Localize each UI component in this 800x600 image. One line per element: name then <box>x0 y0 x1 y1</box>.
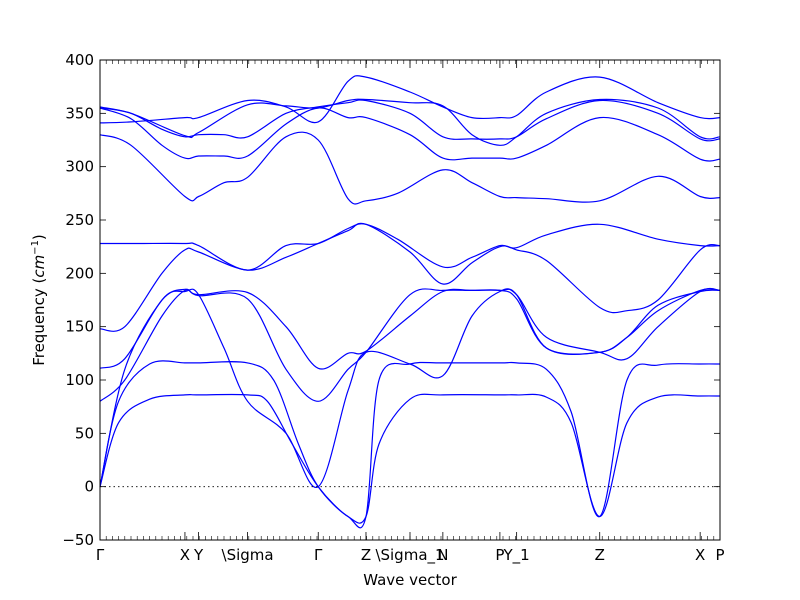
band-line-8 <box>99 131 721 205</box>
band-lines <box>99 75 721 529</box>
x-tick-label: \Sigma_1 <box>375 546 444 565</box>
y-tick-label: 150 <box>65 318 94 336</box>
x-tick-label: X <box>180 546 190 564</box>
plot-frame <box>99 59 721 541</box>
y-axis-label-unit-exponent: −1 <box>30 240 41 255</box>
y-tick-label: 50 <box>75 424 94 442</box>
y-tick-label: 400 <box>65 51 94 69</box>
x-tick-label: X <box>695 546 705 564</box>
y-tick-label: −50 <box>62 531 94 549</box>
x-axis-label: Wave vector <box>363 571 457 589</box>
x-tick-label: Γ <box>314 546 323 564</box>
x-tick-label: Y <box>193 546 204 564</box>
y-tick-label: 100 <box>65 371 94 389</box>
x-tick-label: N <box>437 546 448 564</box>
band-line-9 <box>99 107 721 162</box>
x-axis: Γ X Y \Sigma Γ Z \Sigma_1N P Y_1 Z X P <box>96 60 725 565</box>
y-tick-label: 250 <box>65 211 94 229</box>
y-axis-label: Frequency (cm−1) <box>30 234 48 366</box>
x-tick-label: P <box>715 546 724 564</box>
y-tick-label: 350 <box>65 104 94 122</box>
band-line-4 <box>99 288 721 402</box>
x-tick-label: Z <box>361 546 371 564</box>
band-line-11 <box>99 75 721 124</box>
y-axis-label-unit: cm <box>30 255 48 278</box>
band-line-7 <box>99 223 721 271</box>
band-line-2 <box>99 360 721 529</box>
band-line-3 <box>99 287 721 488</box>
x-tick-label: Γ <box>96 546 105 564</box>
y-axis-label-text: Frequency <box>30 288 48 366</box>
x-tick-label: Z <box>595 546 605 564</box>
band-line-5 <box>99 288 721 370</box>
band-line-12 <box>99 98 721 146</box>
y-tick-label: 200 <box>65 264 94 282</box>
band-line-6 <box>99 222 721 332</box>
x-tick-label: Y_1 <box>503 546 530 565</box>
y-tick-label: 300 <box>65 158 94 176</box>
x-tick-label: P <box>495 546 504 564</box>
band-line-1 <box>99 393 721 524</box>
y-tick-label: 0 <box>84 478 94 496</box>
y-axis: −50 0 50 100 150 200 250 300 350 400 <box>62 51 720 549</box>
x-tick-label: \Sigma <box>222 546 274 564</box>
